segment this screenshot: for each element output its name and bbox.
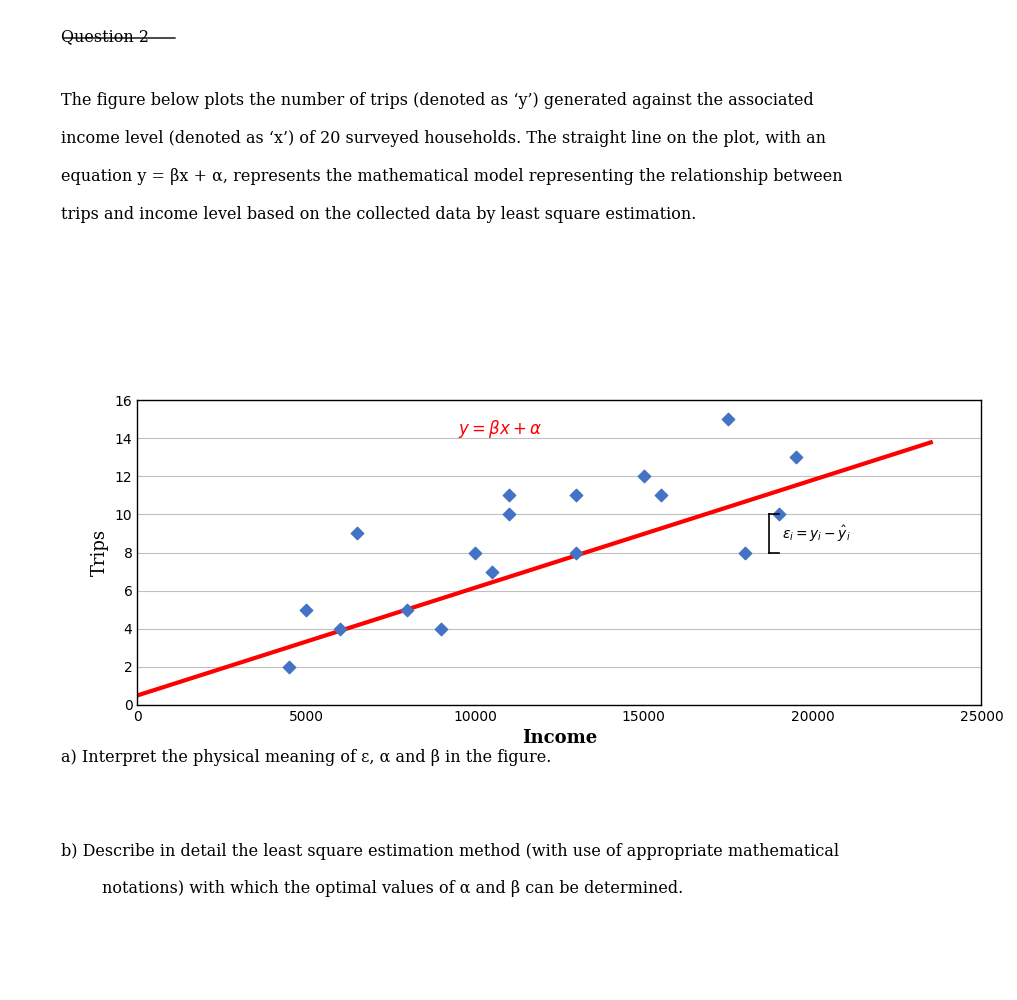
X-axis label: Income: Income	[522, 729, 597, 747]
Point	[636, 468, 652, 484]
Text: b) Describe in detail the least square estimation method (with use of appropriat: b) Describe in detail the least square e…	[61, 843, 839, 860]
Text: Question 2: Question 2	[61, 28, 149, 45]
Point	[281, 659, 297, 675]
Point	[332, 621, 348, 637]
Point	[500, 506, 517, 522]
Point	[400, 602, 416, 618]
Point	[737, 544, 754, 560]
Point	[298, 602, 314, 618]
Text: notations) with which the optimal values of α and β can be determined.: notations) with which the optimal values…	[61, 880, 683, 897]
Point	[838, 525, 854, 541]
Text: trips and income level based on the collected data by least square estimation.: trips and income level based on the coll…	[61, 206, 697, 223]
Text: $\varepsilon_i = y_i - \hat{y}_i$: $\varepsilon_i = y_i - \hat{y}_i$	[782, 523, 851, 544]
Text: equation y = βx + α, represents the mathematical model representing the relation: equation y = βx + α, represents the math…	[61, 168, 843, 185]
Point	[433, 621, 450, 637]
Text: $y = \beta x + \alpha$: $y = \beta x + \alpha$	[458, 418, 542, 440]
Point	[500, 487, 517, 503]
Point	[787, 449, 803, 465]
Point	[720, 411, 736, 427]
Text: The figure below plots the number of trips (denoted as ‘y’) generated against th: The figure below plots the number of tri…	[61, 92, 814, 109]
Point	[653, 487, 669, 503]
Point	[484, 564, 500, 580]
Point	[349, 525, 365, 541]
Point	[771, 506, 787, 522]
Text: income level (denoted as ‘x’) of 20 surveyed households. The straight line on th: income level (denoted as ‘x’) of 20 surv…	[61, 130, 826, 147]
Y-axis label: Trips: Trips	[92, 529, 109, 576]
Point	[569, 544, 585, 560]
Point	[569, 487, 585, 503]
Text: a) Interpret the physical meaning of ε, α and β in the figure.: a) Interpret the physical meaning of ε, …	[61, 749, 551, 766]
Point	[467, 544, 483, 560]
